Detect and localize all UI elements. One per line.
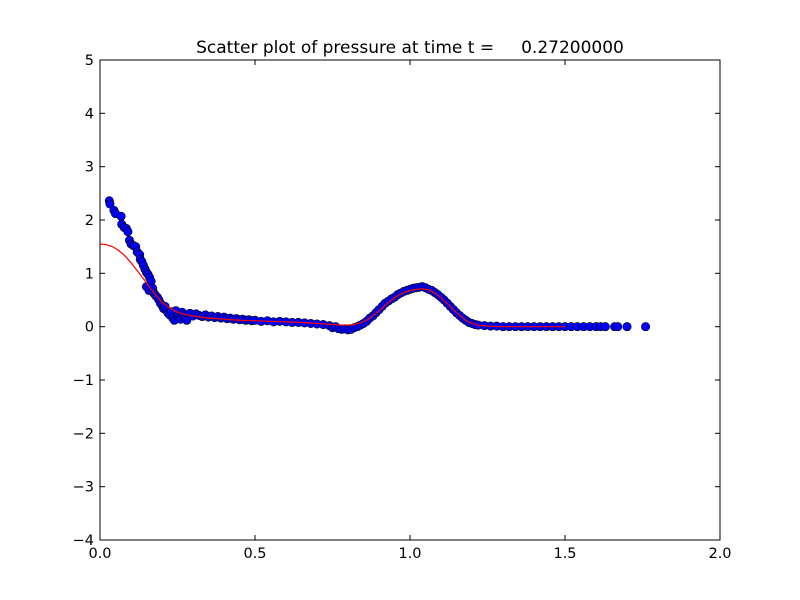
y-tick-label: 2 [85, 213, 94, 229]
series-lines [99, 243, 565, 328]
y-tick-label: 1 [85, 266, 94, 282]
chart-title: Scatter plot of pressure at time t = 0.2… [196, 38, 624, 58]
x-tick-label: 1.0 [398, 546, 421, 562]
x-tick-label: 0.0 [88, 546, 111, 562]
y-tick-label: −1 [73, 373, 94, 389]
y-tick-label: 5 [85, 53, 94, 69]
y-tick-label: 0 [85, 320, 94, 336]
y-tick-label: −2 [73, 426, 94, 442]
x-tick-label: 0.5 [243, 546, 266, 562]
scatter-point [622, 322, 632, 332]
y-tick-label: 3 [85, 160, 94, 176]
y-tick-label: −3 [73, 480, 94, 496]
y-tick-label: −4 [73, 533, 94, 549]
y-tick-label: 4 [85, 106, 94, 122]
tick-labels: 0.0 0.5 1.0 1.5 2.0 −4 −3 −2 −1 0 1 2 3 4 5 [73, 53, 732, 562]
scatter-point [105, 199, 115, 209]
plot-frame [99, 59, 721, 541]
x-tick-label: 1.5 [553, 546, 576, 562]
scatter-point [641, 322, 651, 332]
plot-area [100, 60, 720, 540]
scatter-point [123, 227, 133, 237]
scatter-point [600, 322, 610, 332]
fit-line [99, 243, 565, 328]
scatter-point [613, 322, 623, 332]
scatter-point [116, 211, 126, 221]
x-tick-label: 2.0 [708, 546, 731, 562]
